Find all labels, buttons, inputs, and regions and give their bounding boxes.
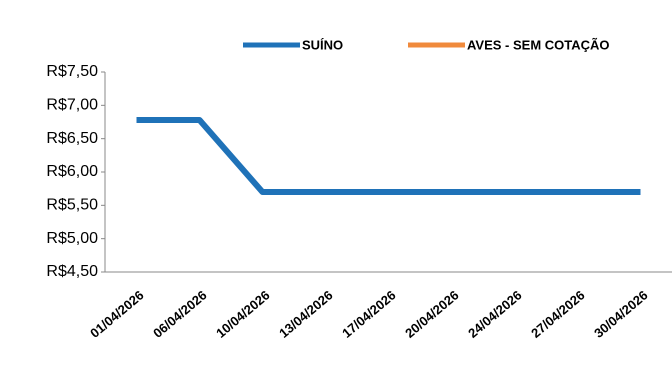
y-tick-label: R$4,50 <box>46 263 98 280</box>
y-tick-label: R$5,00 <box>46 230 98 247</box>
y-tick-label: R$5,50 <box>46 197 98 214</box>
x-tick-label: 10/04/2026 <box>213 287 272 340</box>
x-tick-label: 30/04/2026 <box>591 287 650 340</box>
x-tick-label: 17/04/2026 <box>339 287 398 340</box>
legend-label: SUÍNO <box>302 37 343 52</box>
y-tick-label: R$6,00 <box>46 163 98 180</box>
series-line <box>136 117 641 195</box>
x-tick-label: 06/04/2026 <box>150 287 209 340</box>
x-tick-label: 24/04/2026 <box>465 287 524 340</box>
y-tick-label: R$7,00 <box>46 97 98 114</box>
x-tick-label: 20/04/2026 <box>402 287 461 340</box>
y-tick-label: R$7,50 <box>46 63 98 80</box>
x-tick-label: 27/04/2026 <box>528 287 587 340</box>
y-tick-label: R$6,50 <box>46 130 98 147</box>
legend-label: AVES - SEM COTAÇÃO <box>467 37 610 52</box>
x-tick-label: 13/04/2026 <box>276 287 335 340</box>
x-tick-label: 01/04/2026 <box>87 287 146 340</box>
